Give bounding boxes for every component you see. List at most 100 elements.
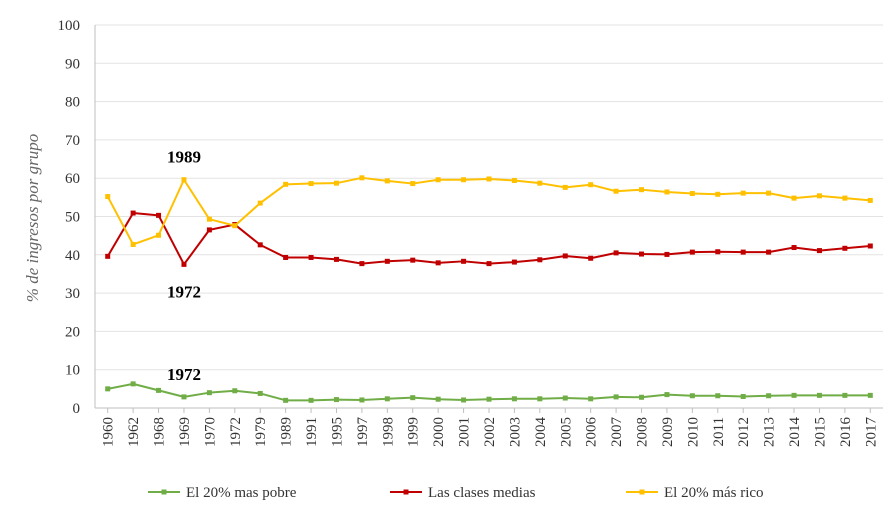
data-point (130, 381, 136, 387)
data-point (130, 210, 136, 216)
x-tick-label: 1962 (126, 417, 142, 447)
data-point (232, 223, 238, 229)
x-tick-label: 1998 (380, 417, 396, 447)
data-point (689, 249, 695, 255)
x-tick-label: 2016 (838, 417, 854, 448)
x-tick-label: 1991 (304, 417, 320, 447)
data-point (791, 392, 797, 398)
data-point (105, 194, 111, 200)
x-tick-label: 2004 (533, 417, 549, 448)
data-point (181, 394, 187, 400)
data-point (613, 188, 619, 194)
legend-label: Las clases medias (428, 485, 536, 501)
y-tick-label: 100 (58, 18, 81, 34)
legend-entry: Las clases medias (390, 485, 536, 501)
data-point (689, 191, 695, 197)
data-point (867, 243, 873, 249)
data-point (715, 249, 721, 255)
annotation-label: 1972 (167, 282, 201, 301)
data-point (283, 397, 289, 403)
data-point (333, 180, 339, 186)
data-point (588, 255, 594, 261)
data-point (562, 184, 568, 190)
legend-marker (403, 489, 409, 495)
x-tick-label: 1972 (228, 417, 244, 447)
data-point (206, 390, 212, 396)
x-tick-label: 2015 (812, 417, 828, 447)
data-point (511, 177, 517, 183)
annotation-label: 1989 (167, 148, 201, 167)
data-point (664, 189, 670, 195)
data-point (206, 216, 212, 222)
data-point (435, 260, 441, 266)
x-tick-label: 2017 (863, 417, 879, 448)
data-point (816, 392, 822, 398)
data-point (257, 242, 263, 248)
x-tick-label: 2014 (787, 417, 803, 448)
data-point (664, 392, 670, 398)
data-point (359, 261, 365, 267)
data-point (105, 386, 111, 392)
x-tick-label: 1999 (406, 417, 422, 447)
data-point (156, 387, 162, 393)
x-tick-label: 1968 (152, 417, 168, 447)
data-point (588, 396, 594, 402)
data-point (562, 253, 568, 259)
data-point (842, 195, 848, 201)
legend-entry: El 20% más rico (626, 485, 764, 501)
x-tick-label: 2003 (507, 417, 523, 447)
data-point (181, 177, 187, 183)
legend-label: El 20% más rico (664, 485, 764, 501)
data-point (232, 388, 238, 394)
x-tick-label: 1979 (253, 417, 269, 447)
y-tick-label: 30 (65, 286, 80, 302)
y-tick-label: 80 (65, 95, 80, 111)
data-point (435, 177, 441, 183)
data-point (816, 193, 822, 199)
data-point (410, 395, 416, 401)
x-tick-label: 2013 (762, 417, 778, 447)
data-point (206, 227, 212, 233)
x-tick-label: 2010 (685, 417, 701, 447)
y-tick-label: 60 (65, 171, 80, 187)
data-point (461, 397, 467, 403)
data-point (384, 396, 390, 402)
data-point (562, 395, 568, 401)
data-point (791, 195, 797, 201)
x-tick-label: 1970 (202, 417, 218, 447)
x-axis-ticks: 1960 1962 1968 1969 1970 1972 1979 1989 1991 1995… (101, 408, 879, 448)
data-point (130, 241, 136, 247)
x-tick-label: 2008 (635, 417, 651, 447)
data-point (333, 397, 339, 403)
data-point (537, 257, 543, 263)
data-point (283, 254, 289, 260)
data-point (308, 254, 314, 260)
data-point (105, 253, 111, 259)
gridlines (95, 24, 883, 371)
data-point (613, 394, 619, 400)
x-tick-label: 2012 (736, 417, 752, 447)
y-tick-label: 50 (65, 210, 80, 226)
y-tick-label: 20 (65, 324, 80, 340)
data-point (689, 393, 695, 399)
data-point (486, 176, 492, 182)
data-point (511, 259, 517, 265)
data-point (486, 261, 492, 267)
annotation-label: 1972 (167, 365, 201, 384)
data-point (257, 200, 263, 206)
data-point (740, 394, 746, 400)
annotations: 1989 1972 1972 (167, 148, 201, 384)
data-point (639, 251, 645, 257)
data-point (867, 392, 873, 398)
x-tick-label: 1969 (177, 417, 193, 447)
legend-marker (639, 489, 645, 495)
data-point (816, 248, 822, 254)
data-point (588, 182, 594, 188)
x-tick-label: 1997 (355, 417, 371, 448)
data-point (842, 245, 848, 251)
data-point (766, 249, 772, 255)
x-tick-label: 2011 (711, 417, 727, 446)
data-point (359, 175, 365, 181)
data-point (384, 258, 390, 264)
